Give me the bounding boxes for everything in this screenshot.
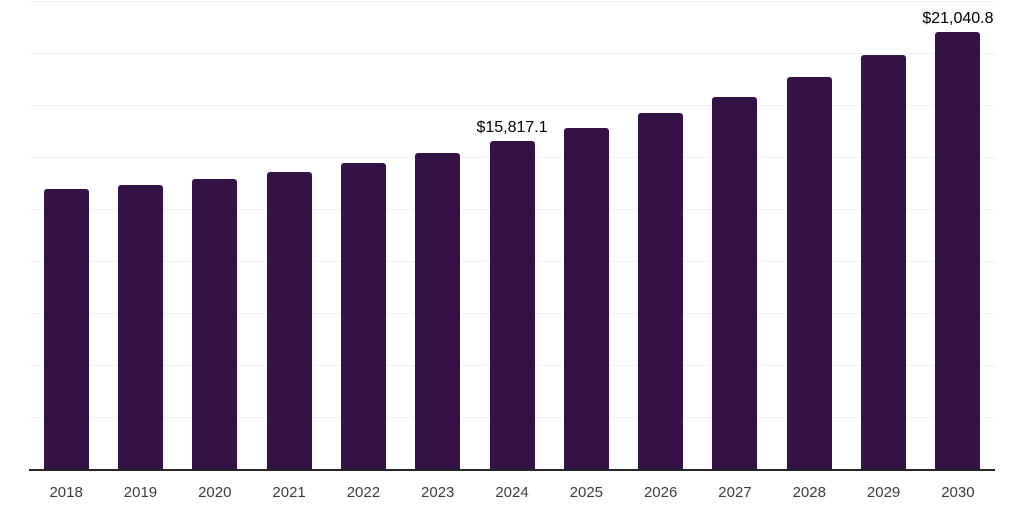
- bar-slot-2022: [326, 2, 400, 470]
- bar-2027[interactable]: [712, 96, 758, 470]
- bar-2022[interactable]: [340, 162, 386, 470]
- bar-slot-2030: $21,040.8: [921, 2, 995, 470]
- bar-2030[interactable]: [935, 32, 981, 470]
- bar-slot-2026: [624, 2, 698, 470]
- x-tick-label-2030: 2030: [941, 484, 975, 501]
- bar-2028[interactable]: [786, 76, 832, 470]
- value-label-2030: $21,040.8: [922, 10, 994, 28]
- bar-slot-2027: [698, 2, 772, 470]
- bar-slot-2025: [549, 2, 623, 470]
- gridline: [29, 53, 995, 54]
- x-tick-label-2025: 2025: [569, 484, 604, 501]
- bar-2024[interactable]: [489, 141, 535, 470]
- bar-2018[interactable]: [43, 188, 89, 470]
- bar-slot-2020: [178, 2, 252, 470]
- bar-2026[interactable]: [638, 113, 684, 470]
- x-axis-labels: 2018 2019 2020 2021 2022 2023 2024 2025 2026 2027…: [29, 485, 995, 500]
- x-tick-label-2026: 2026: [643, 484, 678, 501]
- plot-area: $15,817.1 $21,040.8: [29, 1, 995, 470]
- bar-2020[interactable]: [192, 179, 238, 470]
- x-tick-label-2019: 2019: [123, 484, 158, 501]
- bar-slot-2023: [401, 2, 475, 470]
- bar-slot-2018: [29, 2, 103, 470]
- x-tick-label-2021: 2021: [272, 484, 306, 501]
- bar-slot-2021: [252, 2, 326, 470]
- x-tick-label-2023: 2023: [421, 484, 455, 501]
- gridline: [29, 105, 995, 106]
- x-tick-label-2027: 2027: [718, 484, 752, 501]
- x-tick-label-2028: 2028: [792, 484, 826, 501]
- bar-slot-2019: [103, 2, 177, 470]
- gridline: [29, 1, 995, 2]
- x-tick-label-2018: 2018: [49, 484, 83, 501]
- bar-2021[interactable]: [266, 171, 312, 470]
- x-tick-label-2024: 2024: [495, 484, 529, 501]
- bar-slot-2029: [846, 2, 920, 470]
- bar-2019[interactable]: [117, 185, 163, 470]
- bar-2029[interactable]: [861, 55, 907, 470]
- bar-2023[interactable]: [415, 152, 461, 470]
- bar-slot-2028: [772, 2, 846, 470]
- bar-2025[interactable]: [563, 128, 609, 470]
- x-tick-label-2029: 2029: [866, 484, 901, 501]
- bars-container: $15,817.1 $21,040.8: [29, 2, 995, 470]
- value-label-2024: $15,817.1: [476, 119, 548, 137]
- x-tick-label-2020: 2020: [198, 484, 232, 501]
- x-axis-line: [29, 469, 995, 471]
- bar-slot-2024: $15,817.1: [475, 2, 549, 470]
- x-tick-label-2022: 2022: [346, 484, 381, 501]
